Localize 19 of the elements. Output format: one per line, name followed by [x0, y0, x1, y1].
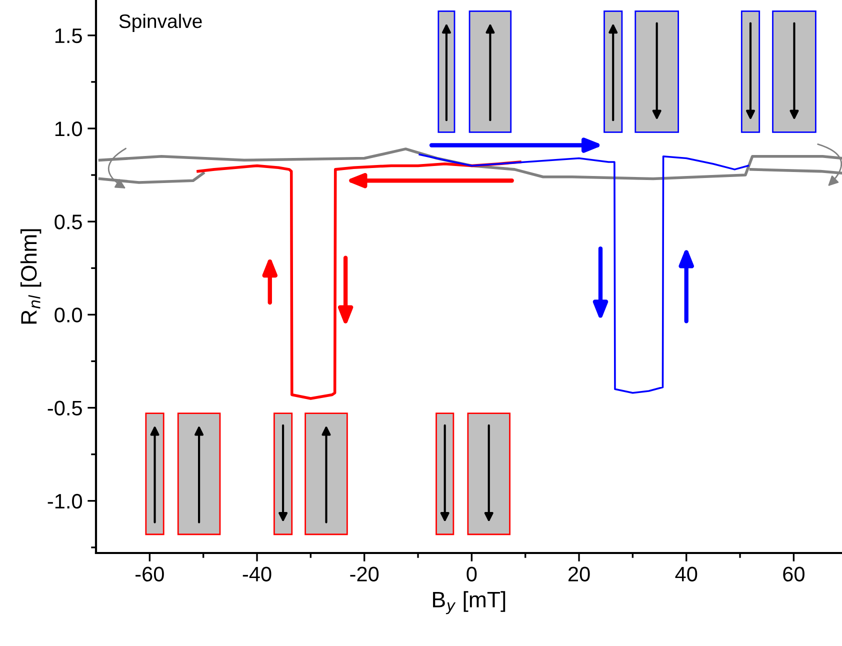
y-tick-label: -1.0 [48, 494, 82, 509]
x-tick-label: 60 [783, 566, 804, 582]
x-axis-title: B$_{y}$ [mT] [433, 591, 506, 614]
y-tick-label: 0.5 [54, 214, 82, 230]
line-series [418, 154, 749, 394]
x-tick-label: 40 [675, 566, 698, 582]
y-tick-label: 1.0 [55, 121, 82, 136]
x-tick-label: -20 [350, 566, 379, 582]
x-tick-label: 20 [568, 566, 590, 582]
y-tick-label: -0.5 [48, 400, 82, 416]
line-series [196, 160, 522, 400]
x-tick-label: -60 [136, 566, 164, 582]
y-axis-title: R$_{nl}$ [Ohm] [20, 229, 42, 324]
y-tick-label: 0.0 [54, 308, 82, 322]
x-tick-label: 0 [466, 566, 477, 582]
y-tick-label: 1.5 [55, 28, 82, 44]
annotation: Spinvalve [119, 14, 202, 32]
line-series [98, 148, 842, 180]
x-tick-label: -40 [242, 566, 272, 582]
